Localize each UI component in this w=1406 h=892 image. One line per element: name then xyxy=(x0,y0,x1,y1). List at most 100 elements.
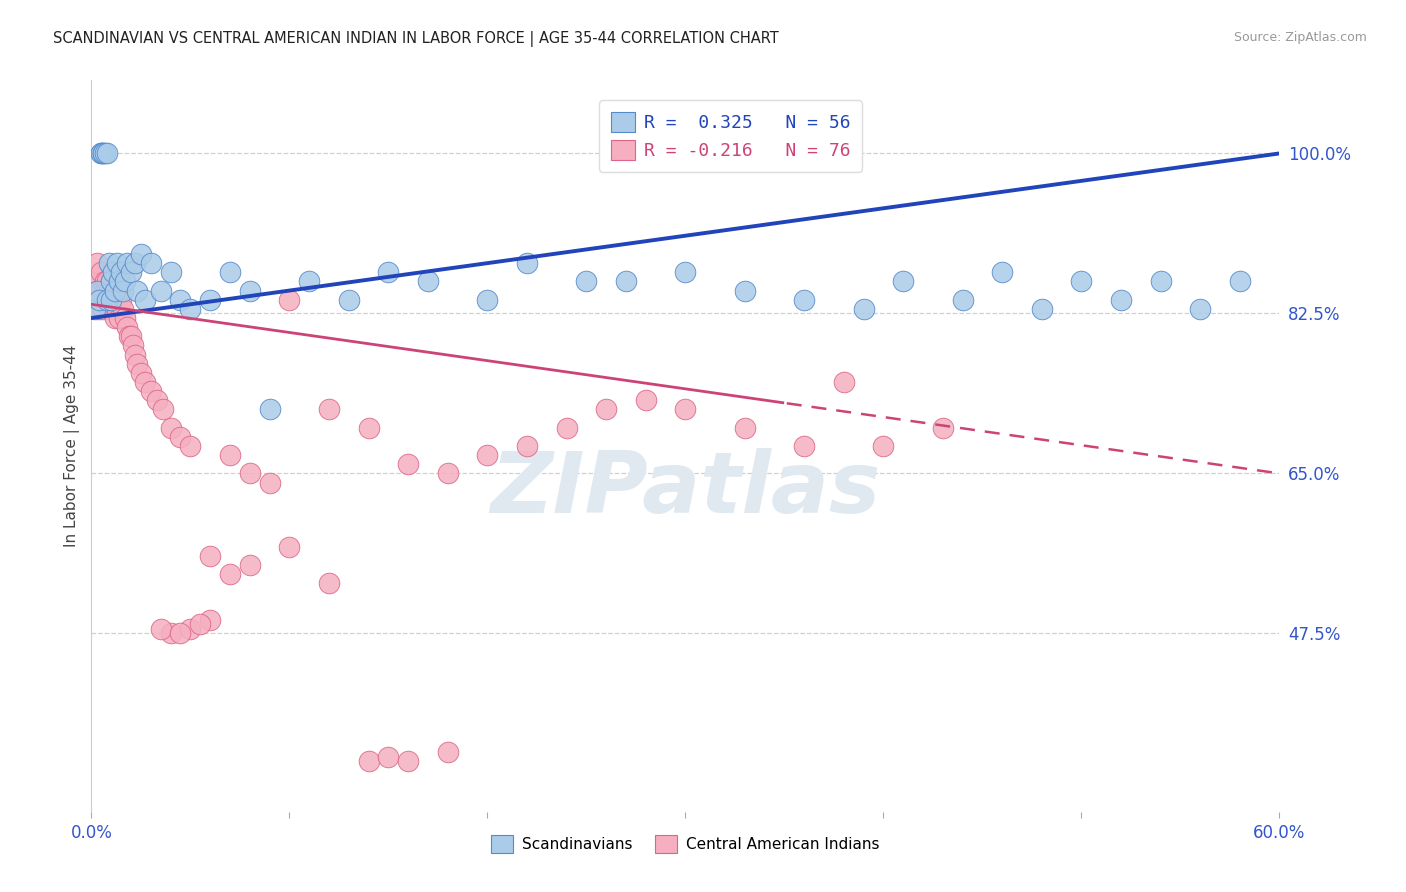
Point xyxy=(96,293,118,307)
Point xyxy=(219,265,242,279)
Point xyxy=(108,284,131,298)
Point xyxy=(891,275,914,289)
Point xyxy=(396,457,419,471)
Point xyxy=(100,275,122,289)
Point xyxy=(179,622,201,636)
Point xyxy=(239,467,262,481)
Point xyxy=(101,265,124,279)
Point xyxy=(1031,301,1053,316)
Point xyxy=(575,275,598,289)
Point xyxy=(104,284,127,298)
Point xyxy=(129,366,152,380)
Point xyxy=(100,293,122,307)
Point xyxy=(219,567,242,582)
Point xyxy=(991,265,1014,279)
Point xyxy=(120,265,142,279)
Point xyxy=(112,301,135,316)
Point xyxy=(108,275,131,289)
Point xyxy=(198,613,221,627)
Point xyxy=(634,393,657,408)
Point xyxy=(124,256,146,270)
Point xyxy=(477,448,499,462)
Point xyxy=(114,275,136,289)
Point xyxy=(98,284,121,298)
Point xyxy=(219,448,242,462)
Point xyxy=(239,558,262,572)
Point xyxy=(396,755,419,769)
Point xyxy=(357,755,380,769)
Point xyxy=(278,540,301,554)
Point xyxy=(91,293,114,307)
Point xyxy=(278,293,301,307)
Point xyxy=(122,338,145,352)
Point xyxy=(149,284,172,298)
Point xyxy=(198,549,221,563)
Point xyxy=(673,402,696,417)
Point xyxy=(90,146,112,161)
Point xyxy=(952,293,974,307)
Point xyxy=(188,617,211,632)
Point xyxy=(516,256,538,270)
Point xyxy=(120,329,142,343)
Point xyxy=(259,402,281,417)
Point xyxy=(259,475,281,490)
Point xyxy=(149,622,172,636)
Point xyxy=(125,357,148,371)
Text: Source: ZipAtlas.com: Source: ZipAtlas.com xyxy=(1233,31,1367,45)
Point xyxy=(86,284,108,298)
Point xyxy=(90,284,112,298)
Point xyxy=(104,284,127,298)
Point xyxy=(436,745,458,759)
Point xyxy=(416,275,439,289)
Point xyxy=(90,146,112,161)
Point xyxy=(832,375,855,389)
Text: ZIPatlas: ZIPatlas xyxy=(491,449,880,532)
Point xyxy=(94,146,117,161)
Point xyxy=(298,275,321,289)
Point xyxy=(932,421,955,435)
Point xyxy=(101,301,124,316)
Point xyxy=(1149,275,1171,289)
Point xyxy=(91,146,114,161)
Point xyxy=(91,301,114,316)
Point xyxy=(91,146,114,161)
Point xyxy=(673,265,696,279)
Point xyxy=(124,348,146,362)
Point xyxy=(1189,301,1212,316)
Point xyxy=(145,393,167,408)
Point xyxy=(134,375,156,389)
Point xyxy=(118,329,141,343)
Point xyxy=(139,384,162,398)
Point xyxy=(1229,275,1251,289)
Point xyxy=(852,301,875,316)
Point xyxy=(96,146,118,161)
Point xyxy=(239,284,262,298)
Point xyxy=(86,256,108,270)
Point xyxy=(357,421,380,435)
Point xyxy=(94,284,117,298)
Point xyxy=(872,439,894,453)
Point xyxy=(179,301,201,316)
Point xyxy=(179,439,201,453)
Point xyxy=(734,284,756,298)
Point xyxy=(98,301,121,316)
Point xyxy=(94,275,117,289)
Point xyxy=(377,749,399,764)
Point xyxy=(100,293,122,307)
Point xyxy=(105,301,128,316)
Point xyxy=(100,275,122,289)
Point xyxy=(89,301,111,316)
Text: SCANDINAVIAN VS CENTRAL AMERICAN INDIAN IN LABOR FORCE | AGE 35-44 CORRELATION C: SCANDINAVIAN VS CENTRAL AMERICAN INDIAN … xyxy=(53,31,779,47)
Point xyxy=(169,430,191,444)
Point xyxy=(198,293,221,307)
Point xyxy=(90,265,112,279)
Point xyxy=(614,275,637,289)
Point xyxy=(555,421,578,435)
Point xyxy=(318,402,340,417)
Point xyxy=(96,293,118,307)
Point xyxy=(516,439,538,453)
Point xyxy=(101,293,124,307)
Point xyxy=(793,293,815,307)
Point xyxy=(159,421,181,435)
Point xyxy=(125,284,148,298)
